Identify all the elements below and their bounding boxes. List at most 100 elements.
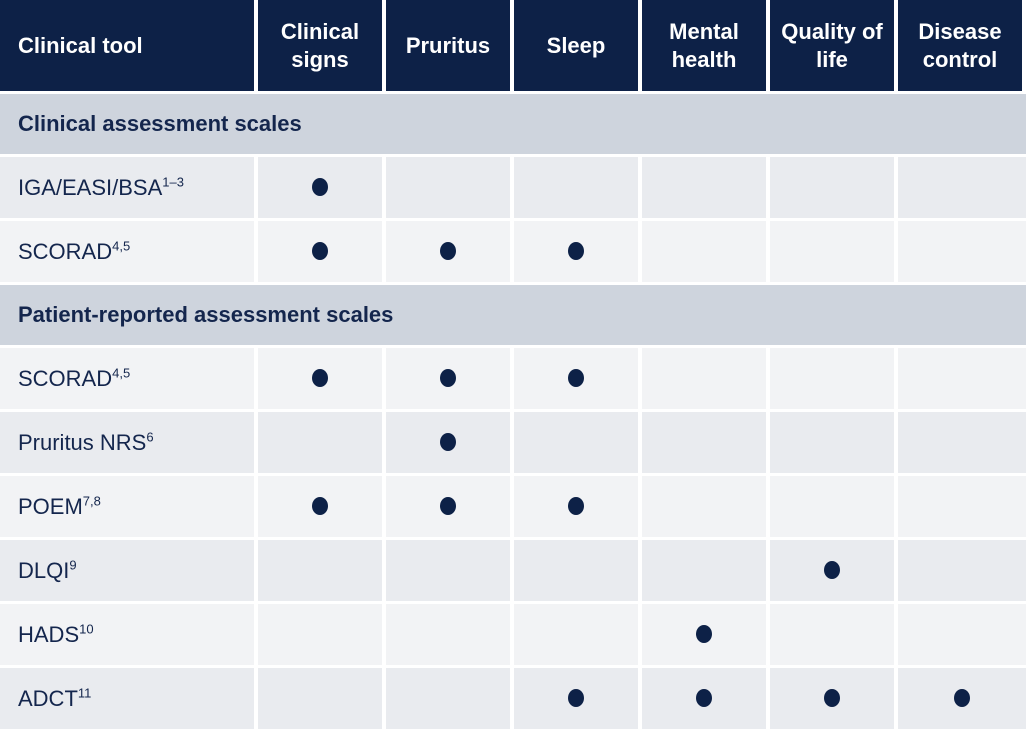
dot-icon: [568, 689, 584, 708]
domain-cell-mental-health: [642, 540, 770, 604]
tool-name: SCORAD: [18, 238, 113, 264]
dot-icon: [568, 242, 584, 261]
domain-cell-disease-control: [898, 412, 1026, 476]
dot-icon: [312, 242, 328, 261]
domain-cell-sleep: [514, 476, 642, 540]
section-row: Clinical assessment scales: [0, 94, 1026, 157]
domain-cell-clinical-signs: [258, 476, 386, 540]
domain-cell-disease-control: [898, 540, 1026, 604]
domain-cell-quality-of-life: [770, 476, 898, 540]
domain-cell-quality-of-life: [770, 604, 898, 668]
table-body: Clinical assessment scales IGA/EASI/BSA1–…: [0, 94, 1026, 729]
domain-cell-clinical-signs: [258, 668, 386, 729]
dot-icon: [696, 689, 712, 708]
domain-cell-sleep: [514, 221, 642, 285]
domain-cell-clinical-signs: [258, 157, 386, 221]
table-header: Clinical tool Clinical signs Pruritus Sl…: [0, 0, 1026, 94]
domain-cell-mental-health: [642, 476, 770, 540]
domain-cell-clinical-signs: [258, 221, 386, 285]
header-row: Clinical tool Clinical signs Pruritus Sl…: [0, 0, 1026, 94]
domain-cell-clinical-signs: [258, 412, 386, 476]
dot-icon: [568, 369, 584, 388]
domain-cell-mental-health: [642, 348, 770, 412]
reference-superscript: 6: [146, 429, 154, 445]
domain-cell-pruritus: [386, 221, 514, 285]
column-header-pruritus: Pruritus: [386, 0, 514, 94]
dot-icon: [696, 625, 712, 644]
column-header-clinical-tool: Clinical tool: [0, 0, 258, 94]
tool-name: ADCT: [18, 685, 78, 711]
domain-cell-sleep: [514, 348, 642, 412]
domain-cell-disease-control: [898, 604, 1026, 668]
domain-cell-clinical-signs: [258, 348, 386, 412]
domain-cell-pruritus: [386, 476, 514, 540]
table-row: IGA/EASI/BSA1–3: [0, 157, 1026, 221]
reference-superscript: 11: [77, 685, 92, 701]
domain-cell-disease-control: [898, 476, 1026, 540]
domain-cell-sleep: [514, 604, 642, 668]
reference-superscript: 9: [69, 557, 77, 573]
tool-name: SCORAD: [18, 365, 113, 391]
tool-name: IGA/EASI/BSA: [18, 174, 163, 200]
reference-superscript: 4,5: [112, 365, 131, 381]
domain-cell-pruritus: [386, 348, 514, 412]
table-row: POEM7,8: [0, 476, 1026, 540]
tool-name: Pruritus NRS: [18, 429, 147, 455]
dot-icon: [440, 497, 456, 516]
domain-cell-clinical-signs: [258, 604, 386, 668]
domain-cell-disease-control: [898, 348, 1026, 412]
domain-cell-quality-of-life: [770, 540, 898, 604]
domain-cell-quality-of-life: [770, 412, 898, 476]
table-row: ADCT11: [0, 668, 1026, 729]
reference-superscript: 7,8: [82, 493, 101, 509]
section-title: Patient-reported assessment scales: [0, 285, 1026, 348]
reference-superscript: 4,5: [112, 238, 131, 254]
domain-cell-mental-health: [642, 668, 770, 729]
domain-cell-quality-of-life: [770, 668, 898, 729]
domain-cell-sleep: [514, 540, 642, 604]
dot-icon: [440, 369, 456, 388]
tool-label: IGA/EASI/BSA1–3: [0, 157, 258, 221]
domain-cell-sleep: [514, 157, 642, 221]
column-header-mental-health: Mental health: [642, 0, 770, 94]
domain-cell-clinical-signs: [258, 540, 386, 604]
domain-cell-mental-health: [642, 604, 770, 668]
domain-cell-pruritus: [386, 157, 514, 221]
domain-cell-disease-control: [898, 221, 1026, 285]
domain-cell-mental-health: [642, 412, 770, 476]
domain-cell-pruritus: [386, 540, 514, 604]
tool-name: POEM: [18, 493, 83, 519]
section-title: Clinical assessment scales: [0, 94, 1026, 157]
domain-cell-pruritus: [386, 412, 514, 476]
dot-icon: [824, 561, 840, 580]
tool-label: HADS10: [0, 604, 258, 668]
tool-label: Pruritus NRS6: [0, 412, 258, 476]
dot-icon: [440, 242, 456, 261]
table-row: SCORAD4,5: [0, 221, 1026, 285]
tool-label: ADCT11: [0, 668, 258, 729]
domain-cell-disease-control: [898, 668, 1026, 729]
domain-cell-pruritus: [386, 604, 514, 668]
dot-icon: [568, 497, 584, 516]
reference-superscript: 1–3: [162, 174, 184, 190]
domain-cell-mental-health: [642, 157, 770, 221]
column-header-disease-control: Disease control: [898, 0, 1026, 94]
table-row: Pruritus NRS6: [0, 412, 1026, 476]
dot-icon: [440, 433, 456, 452]
dot-icon: [312, 178, 328, 197]
column-header-clinical-signs: Clinical signs: [258, 0, 386, 94]
tool-label: SCORAD4,5: [0, 348, 258, 412]
tool-name: HADS: [18, 621, 80, 647]
column-header-sleep: Sleep: [514, 0, 642, 94]
table-row: DLQI9: [0, 540, 1026, 604]
dot-icon: [312, 497, 328, 516]
dot-icon: [954, 689, 970, 708]
tool-label: POEM7,8: [0, 476, 258, 540]
domain-cell-pruritus: [386, 668, 514, 729]
domain-cell-quality-of-life: [770, 157, 898, 221]
tool-label: DLQI9: [0, 540, 258, 604]
dot-icon: [312, 369, 328, 388]
domain-cell-disease-control: [898, 157, 1026, 221]
table-row: HADS10: [0, 604, 1026, 668]
